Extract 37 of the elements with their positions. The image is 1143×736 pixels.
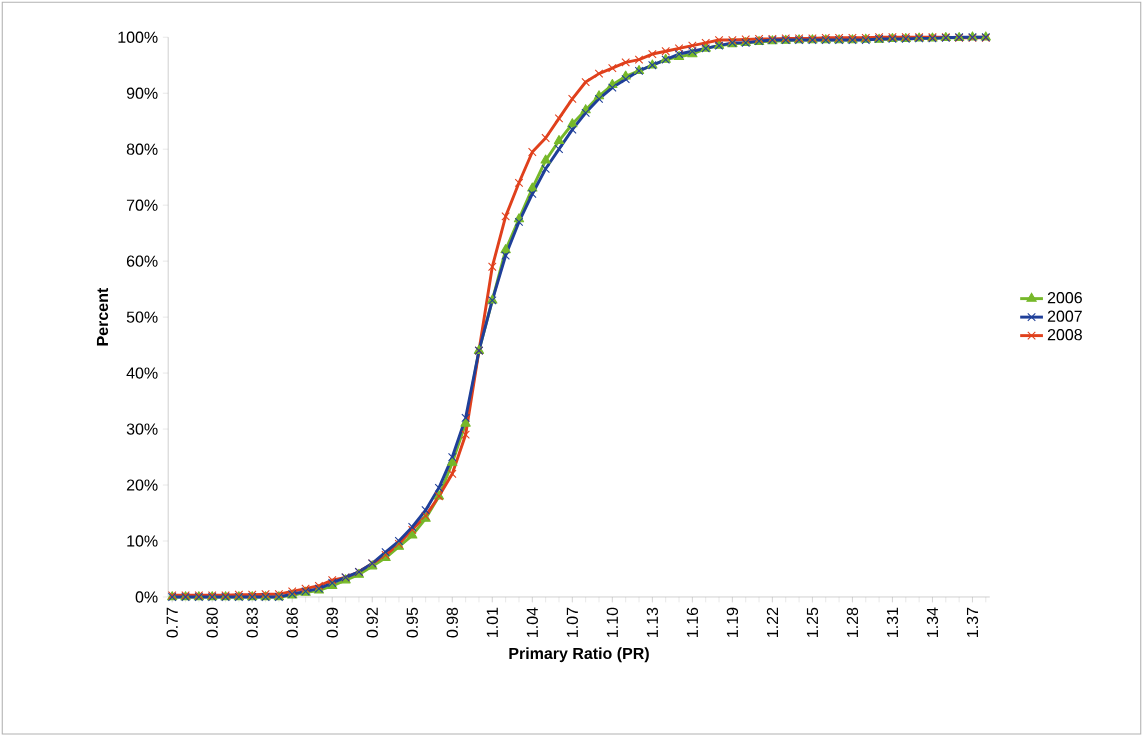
x-tick-label: 1.19 (726, 607, 739, 637)
y-tick-label: 0% (135, 591, 158, 603)
x-tick-label: 1.37 (966, 607, 979, 637)
y-axis-title: Percent (96, 287, 109, 346)
x-tick-label: 0.83 (246, 607, 258, 638)
x-axis-title: Primary Ratio (PR) (509, 647, 649, 663)
y-tick-label: 50% (126, 311, 158, 323)
y-tick-label: 30% (126, 423, 158, 435)
x-tick-label: 0.92 (366, 607, 378, 638)
y-tick-label: 100% (118, 31, 158, 43)
x-tick-label: 1.07 (566, 607, 578, 637)
x-tick-label: 0.95 (406, 607, 418, 638)
x-tick-label: 1.25 (806, 607, 819, 637)
y-tick-label: 80% (126, 143, 158, 155)
y-tick-label: 70% (126, 199, 158, 211)
legend-label: 2006 (1047, 291, 1082, 304)
x-tick-label: 1.28 (846, 607, 859, 637)
x-tick-label: 1.10 (606, 607, 618, 637)
legend-label: 2008 (1047, 328, 1082, 341)
y-tick-label: 40% (126, 367, 158, 379)
y-tick-label: 60% (126, 255, 158, 267)
x-tick-label: 1.22 (766, 607, 778, 637)
x-tick-label: 1.04 (526, 607, 538, 637)
x-tick-label: 0.98 (446, 607, 458, 638)
x-tick-label: 1.34 (926, 607, 939, 637)
x-tick-label: 0.86 (286, 607, 298, 638)
y-tick-label: 20% (126, 479, 158, 491)
x-tick-label: 0.89 (326, 607, 338, 638)
legend-label: 2007 (1047, 310, 1082, 322)
x-tick-label: 0.80 (206, 607, 218, 638)
x-tick-label: 1.31 (886, 607, 899, 637)
x-tick-label: 1.01 (486, 607, 498, 637)
y-tick-label: 10% (127, 535, 158, 547)
y-tick-label: 90% (126, 87, 158, 99)
x-tick-label: 1.13 (646, 607, 659, 637)
x-tick-label: 0.77 (166, 607, 178, 638)
x-tick-label: 1.16 (686, 607, 699, 637)
